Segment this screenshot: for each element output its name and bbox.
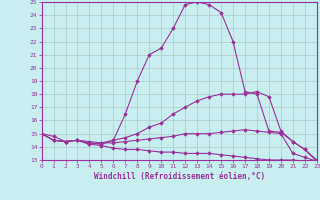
X-axis label: Windchill (Refroidissement éolien,°C): Windchill (Refroidissement éolien,°C)	[94, 172, 265, 181]
